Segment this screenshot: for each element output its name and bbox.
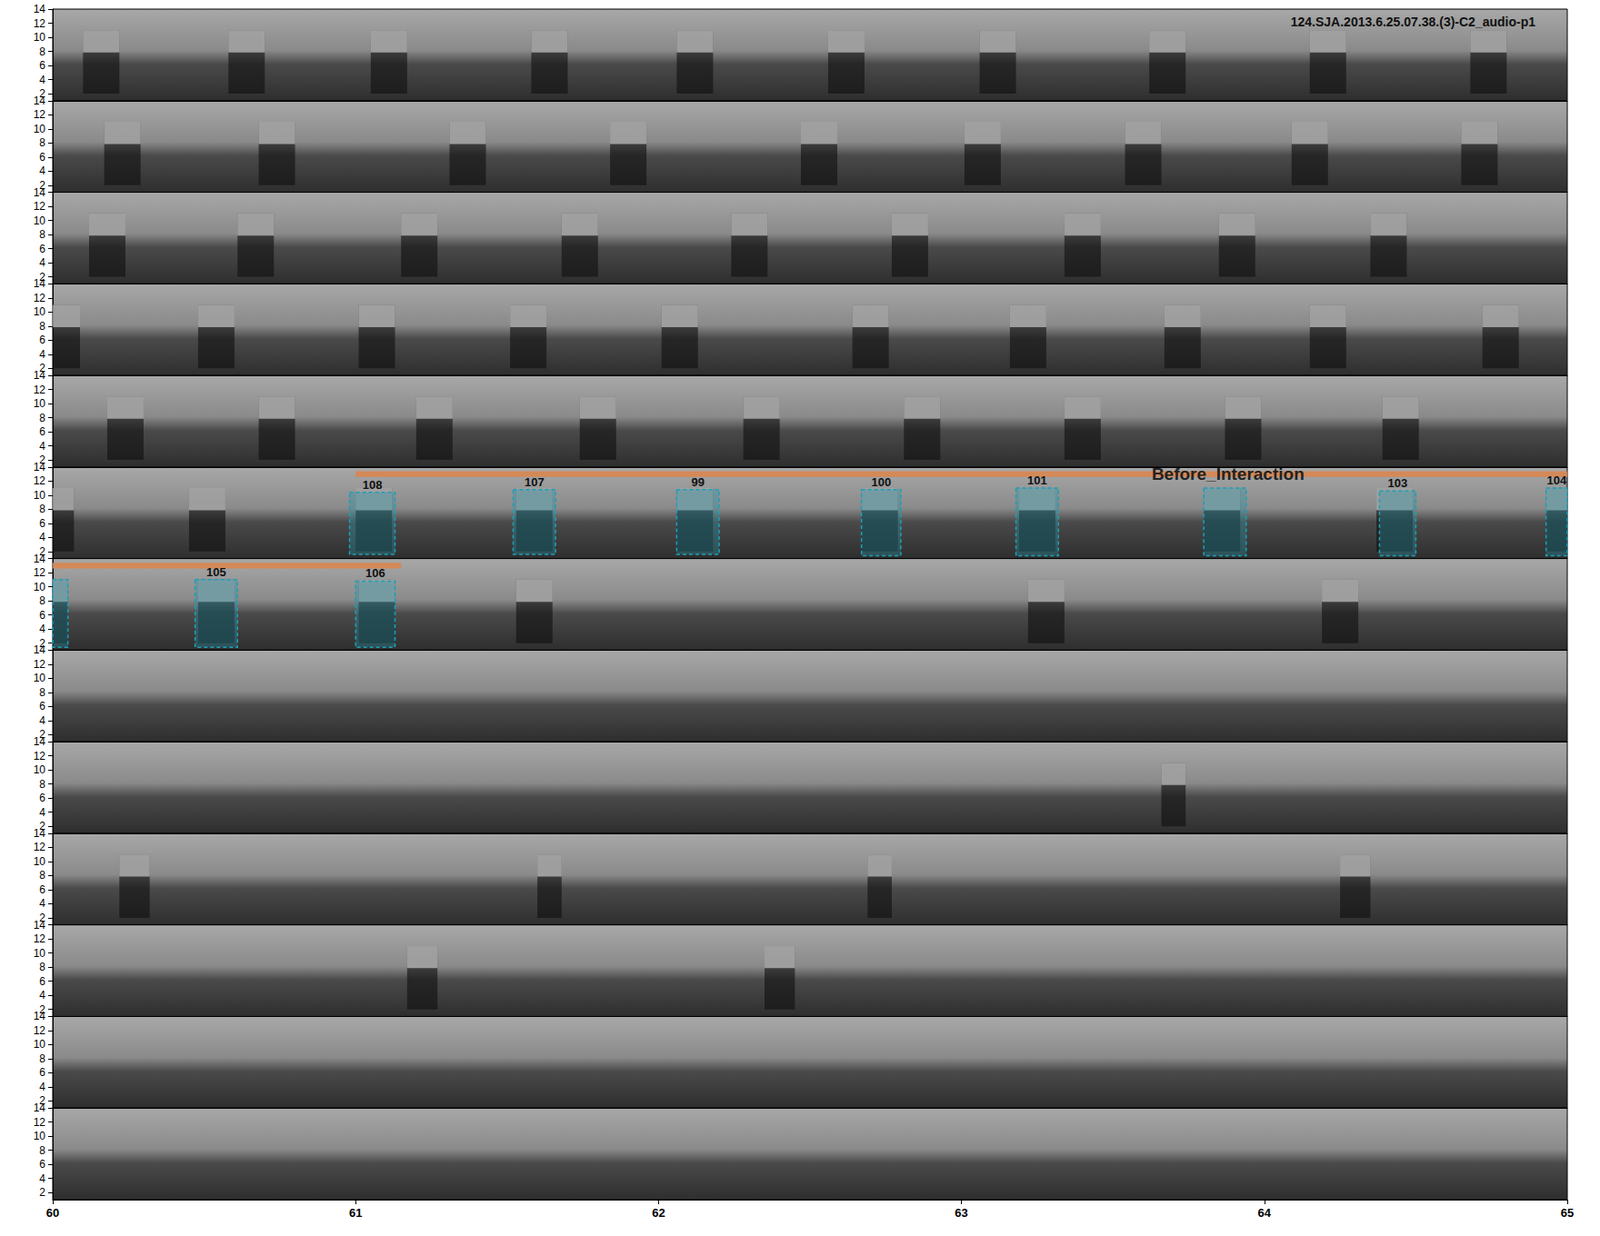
- svg-text:124.SJA.2013.6.25.07.38.(3)-C2: 124.SJA.2013.6.25.07.38.(3)-C2_audio-p1: [1290, 14, 1536, 30]
- svg-text:99: 99: [690, 475, 704, 490]
- svg-text:4: 4: [39, 1172, 46, 1186]
- svg-text:6: 6: [39, 609, 46, 622]
- svg-text:4: 4: [39, 1080, 46, 1094]
- svg-text:14: 14: [33, 94, 47, 108]
- svg-text:6: 6: [39, 883, 46, 897]
- svg-text:8: 8: [39, 1144, 46, 1158]
- svg-text:10: 10: [33, 305, 47, 319]
- svg-text:12: 12: [33, 17, 47, 30]
- svg-text:62: 62: [651, 1206, 665, 1220]
- svg-text:6: 6: [39, 975, 46, 989]
- svg-text:10: 10: [33, 30, 47, 44]
- svg-text:12: 12: [33, 200, 47, 213]
- svg-text:4: 4: [39, 989, 46, 1002]
- svg-text:8: 8: [39, 869, 46, 882]
- svg-text:8: 8: [39, 320, 46, 333]
- svg-text:14: 14: [33, 369, 47, 382]
- svg-text:14: 14: [33, 643, 47, 657]
- svg-text:64: 64: [1258, 1206, 1272, 1220]
- svg-text:10: 10: [33, 489, 47, 502]
- svg-text:8: 8: [39, 778, 46, 791]
- svg-text:8: 8: [39, 45, 46, 59]
- svg-text:8: 8: [39, 411, 46, 425]
- svg-text:104: 104: [1546, 473, 1567, 488]
- svg-text:6: 6: [39, 333, 46, 347]
- svg-text:6: 6: [39, 242, 46, 256]
- svg-text:14: 14: [33, 2, 47, 16]
- svg-text:6: 6: [39, 59, 46, 72]
- svg-text:12: 12: [33, 932, 47, 946]
- svg-text:105: 105: [206, 565, 227, 580]
- svg-text:10: 10: [33, 122, 47, 136]
- svg-text:4: 4: [39, 164, 46, 178]
- svg-text:12: 12: [33, 658, 47, 671]
- svg-text:6: 6: [39, 791, 46, 805]
- svg-text:6: 6: [39, 1158, 46, 1171]
- svg-text:12: 12: [33, 750, 47, 763]
- svg-text:10: 10: [33, 580, 47, 594]
- svg-text:4: 4: [39, 73, 46, 87]
- svg-text:12: 12: [33, 383, 47, 397]
- svg-text:14: 14: [33, 1101, 47, 1115]
- svg-text:12: 12: [33, 108, 47, 121]
- svg-text:12: 12: [33, 474, 47, 488]
- svg-text:4: 4: [39, 622, 46, 636]
- svg-text:12: 12: [33, 1024, 47, 1038]
- svg-text:100: 100: [870, 475, 891, 490]
- svg-text:10: 10: [33, 671, 47, 685]
- svg-text:10: 10: [33, 214, 47, 228]
- svg-text:10: 10: [33, 763, 47, 777]
- svg-text:103: 103: [1388, 476, 1409, 490]
- svg-text:63: 63: [954, 1206, 968, 1220]
- svg-text:8: 8: [39, 1052, 46, 1066]
- svg-text:8: 8: [39, 502, 46, 516]
- svg-text:14: 14: [33, 552, 47, 566]
- svg-text:61: 61: [349, 1206, 362, 1220]
- svg-text:8: 8: [39, 686, 46, 700]
- svg-text:4: 4: [39, 897, 46, 910]
- svg-text:14: 14: [33, 460, 47, 474]
- svg-text:14: 14: [33, 277, 47, 290]
- svg-text:108: 108: [362, 478, 383, 492]
- svg-text:8: 8: [39, 960, 46, 974]
- svg-text:6: 6: [39, 700, 46, 713]
- svg-text:12: 12: [33, 1116, 47, 1130]
- svg-text:10: 10: [33, 1038, 47, 1051]
- svg-text:12: 12: [33, 291, 47, 305]
- svg-text:6: 6: [39, 150, 46, 164]
- svg-text:12: 12: [33, 566, 47, 580]
- svg-text:4: 4: [39, 530, 46, 544]
- svg-text:6: 6: [39, 425, 46, 439]
- svg-text:14: 14: [33, 186, 47, 200]
- svg-text:Before_Interaction: Before_Interaction: [1151, 464, 1305, 484]
- svg-text:65: 65: [1560, 1206, 1574, 1220]
- svg-text:4: 4: [39, 806, 46, 820]
- svg-text:4: 4: [39, 348, 46, 361]
- svg-text:8: 8: [39, 136, 46, 150]
- svg-text:14: 14: [33, 919, 47, 932]
- svg-text:10: 10: [33, 947, 47, 960]
- svg-text:12: 12: [33, 840, 47, 854]
- svg-text:8: 8: [39, 228, 46, 241]
- svg-text:4: 4: [39, 714, 46, 728]
- svg-text:107: 107: [524, 475, 545, 490]
- svg-text:10: 10: [33, 1130, 47, 1143]
- svg-text:4: 4: [39, 256, 46, 270]
- svg-text:10: 10: [33, 397, 47, 410]
- svg-text:2: 2: [39, 1186, 46, 1200]
- svg-text:6: 6: [39, 1066, 46, 1080]
- svg-text:4: 4: [39, 440, 46, 453]
- svg-text:14: 14: [33, 735, 47, 749]
- svg-text:14: 14: [33, 1010, 47, 1023]
- svg-text:106: 106: [365, 566, 386, 580]
- svg-text:10: 10: [33, 855, 47, 869]
- svg-text:101: 101: [1027, 473, 1048, 488]
- svg-text:6: 6: [39, 517, 46, 530]
- svg-text:14: 14: [33, 827, 47, 840]
- svg-text:8: 8: [39, 594, 46, 608]
- svg-text:60: 60: [46, 1206, 60, 1220]
